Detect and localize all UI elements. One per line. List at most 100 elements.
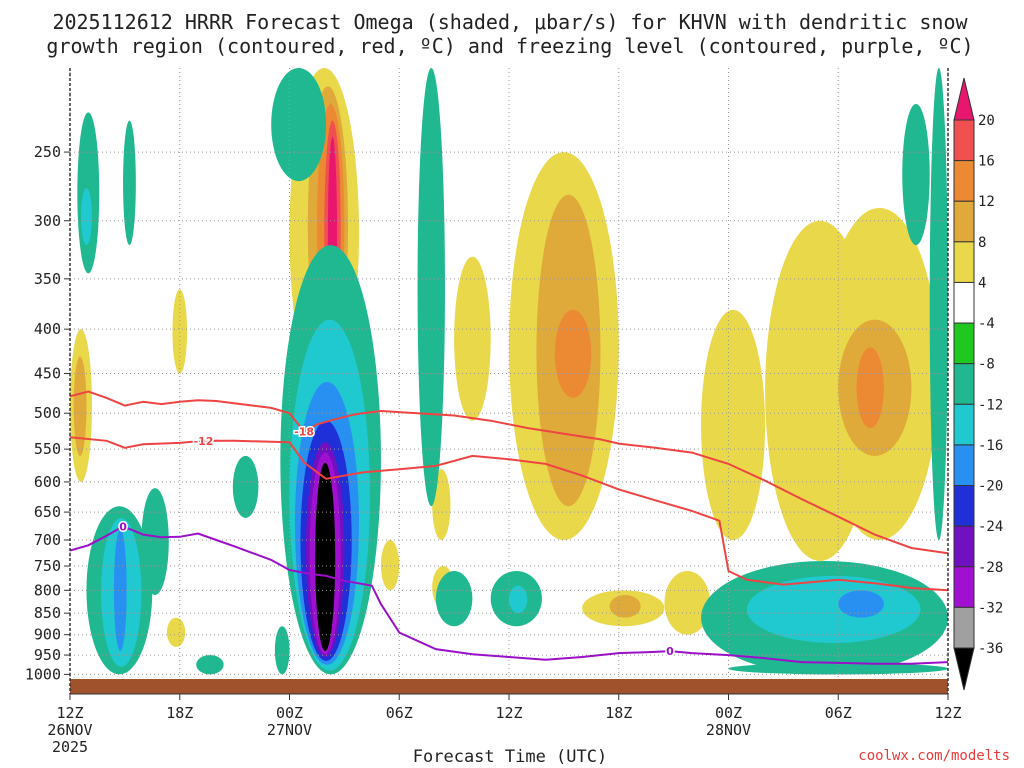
chart-title-line-1: 2025112612 HRRR Forecast Omega (shaded, … [52, 10, 968, 34]
y-tick-label: 250 [34, 143, 61, 161]
colorbar-level-label: -20 [978, 479, 1003, 495]
freezing-level-line [70, 525, 948, 665]
y-tick-label: 950 [34, 646, 61, 664]
colorbar-bottom-arrow [953, 647, 975, 691]
y-tick-label: 400 [34, 320, 61, 338]
x-tick-date-label: 26NOV [47, 721, 92, 739]
colorbar-box [953, 485, 975, 527]
x-tick-year-label: 2025 [52, 738, 88, 756]
y-tick-label: 750 [34, 557, 61, 575]
omega-negative-region [80, 187, 92, 246]
omega-negative-region [435, 570, 473, 627]
omega-positive-region [454, 256, 491, 421]
colorbar-level-label: 20 [978, 113, 995, 129]
colorbar-level-label: 12 [978, 194, 995, 210]
omega-negative-region [271, 68, 327, 182]
freezing-level-label: 0 [666, 645, 674, 658]
credit-link[interactable]: coolwx.com/modelts [858, 748, 1010, 764]
colorbar-level-label: -24 [978, 519, 1003, 535]
omega-negative-region [113, 529, 127, 652]
dgz-contour-label: -12 [194, 435, 214, 448]
omega-positive-region [73, 356, 87, 456]
colorbar-box [953, 322, 975, 365]
omega-negative-region [141, 488, 169, 595]
colorbar-level-label: -36 [978, 641, 1003, 657]
omega-positive-region [609, 594, 641, 618]
freezing-level-label: 0 [119, 520, 127, 533]
x-tick-label: 18Z [166, 704, 193, 722]
x-tick-label: 18Z [605, 704, 632, 722]
y-tick-label: 600 [34, 473, 61, 491]
x-axis-title: Forecast Time (UTC) [413, 747, 607, 767]
colorbar-box [953, 606, 975, 649]
x-tick-label: 12Z [934, 704, 961, 722]
omega-positive-region [554, 309, 592, 398]
y-tick-label: 300 [34, 212, 61, 230]
omega-positive-region [166, 617, 186, 648]
omega-negative-region [196, 655, 224, 675]
x-tick-label: 06Z [386, 704, 413, 722]
omega-negative-region [838, 590, 884, 618]
omega-positive-region [172, 289, 188, 374]
dgz-contour-line [70, 436, 948, 592]
ground-strip [70, 679, 948, 694]
colorbar-level-label: 16 [978, 154, 995, 170]
colorbar-box [953, 363, 975, 405]
omega-negative-region [315, 462, 336, 652]
colorbar-level-label: -32 [978, 600, 1003, 616]
contour-lines: -18 -12 0 0 [70, 390, 948, 665]
omega-negative-region [902, 103, 930, 246]
colorbar-level-label: -16 [978, 438, 1003, 454]
colorbar-level-label: -12 [978, 397, 1003, 413]
x-tick-date-label: 27NOV [267, 721, 312, 739]
y-tick-label: 650 [34, 503, 61, 521]
x-tick-label: 12Z [56, 704, 83, 722]
colorbar-box [953, 525, 975, 568]
y-tick-label: 450 [34, 365, 61, 383]
colorbar-level-label: -8 [978, 357, 995, 373]
omega-negative-region [274, 626, 290, 675]
y-tick-label: 350 [34, 270, 61, 288]
omega-negative-region [508, 585, 528, 614]
ground-layer [70, 679, 948, 694]
x-tick-label: 00Z [715, 704, 742, 722]
colorbar-box [953, 200, 975, 243]
omega-shading [70, 68, 948, 675]
omega-negative-region [232, 455, 259, 518]
y-tick-label: 800 [34, 581, 61, 599]
colorbar-level-label: 8 [978, 235, 986, 251]
colorbar-box [953, 444, 975, 487]
omega-positive-region [701, 309, 766, 541]
x-tick-date-label: 28NOV [706, 721, 751, 739]
y-tick-label: 1000 [25, 665, 61, 683]
colorbar-box [953, 241, 975, 283]
x-tick-label: 12Z [495, 704, 522, 722]
omega-negative-region [417, 68, 445, 507]
colorbar: 20 16 12 8 4 -4 -8 -12 -16 -20 -24 -28 -32 -36 [953, 77, 1003, 691]
omega-negative-region [746, 575, 921, 643]
omega-positive-region [380, 540, 400, 591]
colorbar-box [953, 281, 975, 324]
x-tick-label: 06Z [825, 704, 852, 722]
omega-negative-region [123, 120, 136, 246]
colorbar-box [953, 403, 975, 446]
y-tick-label: 500 [34, 404, 61, 422]
colorbar-level-label: -4 [978, 316, 995, 332]
omega-negative-region [929, 68, 948, 540]
omega-positive-region [856, 347, 884, 429]
colorbar-box [953, 119, 975, 162]
colorbar-box [953, 160, 975, 202]
colorbar-box [953, 566, 975, 608]
dgz-contour-label: -18 [294, 426, 314, 439]
x-tick-label: 00Z [276, 704, 303, 722]
chart-title-line-2: growth region (contoured, red, ºC) and f… [46, 34, 973, 58]
y-tick-label: 700 [34, 531, 61, 549]
omega-positive-region [664, 570, 711, 635]
y-tick-label: 850 [34, 604, 61, 622]
dgz-contour-line [70, 390, 948, 555]
y-axis-ticks: 250 300 350 400 450 500 550 600 650 700 750 800 850 9… [25, 143, 70, 683]
y-tick-label: 550 [34, 440, 61, 458]
colorbar-level-label: 4 [978, 275, 986, 291]
